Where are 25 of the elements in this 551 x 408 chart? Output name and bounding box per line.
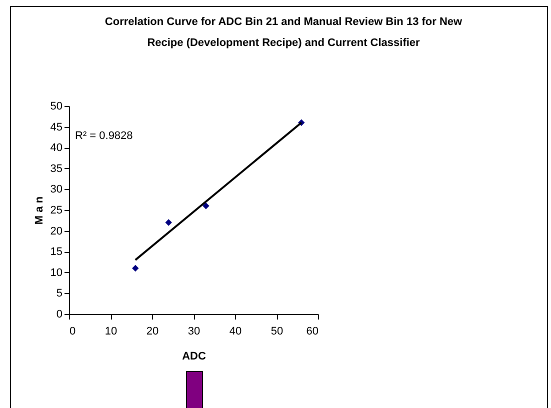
y-tick-label: 0 bbox=[56, 308, 62, 320]
x-tick-label: 60 bbox=[306, 326, 318, 338]
point bbox=[165, 219, 172, 226]
y-tick-label: 15 bbox=[50, 246, 62, 258]
y-tick-label: 40 bbox=[50, 142, 62, 154]
y-tick-label: 35 bbox=[50, 162, 62, 175]
x-tick-label: 0 bbox=[70, 326, 76, 338]
point bbox=[202, 202, 210, 210]
x-tick-label: 40 bbox=[229, 326, 242, 338]
point bbox=[132, 264, 139, 272]
x-tick-label: 50 bbox=[270, 326, 284, 338]
y-tick-label: 5 bbox=[56, 288, 62, 300]
annotation: R² = 0.9828 bbox=[75, 130, 133, 142]
y-tick-label: 30 bbox=[50, 184, 62, 196]
y-tick-label: 50 bbox=[50, 100, 62, 112]
x-axis-title: ADC bbox=[182, 350, 206, 362]
y-tick-label: 20 bbox=[50, 225, 62, 238]
chart-title: Correlation Curve for ADC Bin 21 and Manual Review Bin 13 for New Recipe (Development Recipe) and Current Classifier bbox=[104, 16, 463, 49]
x-tick-label: 20 bbox=[146, 326, 159, 338]
x-tick-label: 10 bbox=[104, 326, 118, 338]
x-tick-label: 30 bbox=[188, 326, 200, 338]
y-tick-label: 25 bbox=[50, 204, 62, 216]
y-axis-title: M a n bbox=[33, 196, 46, 225]
y-tick-label: 10 bbox=[50, 266, 62, 279]
y-tick-label: 45 bbox=[50, 121, 62, 134]
